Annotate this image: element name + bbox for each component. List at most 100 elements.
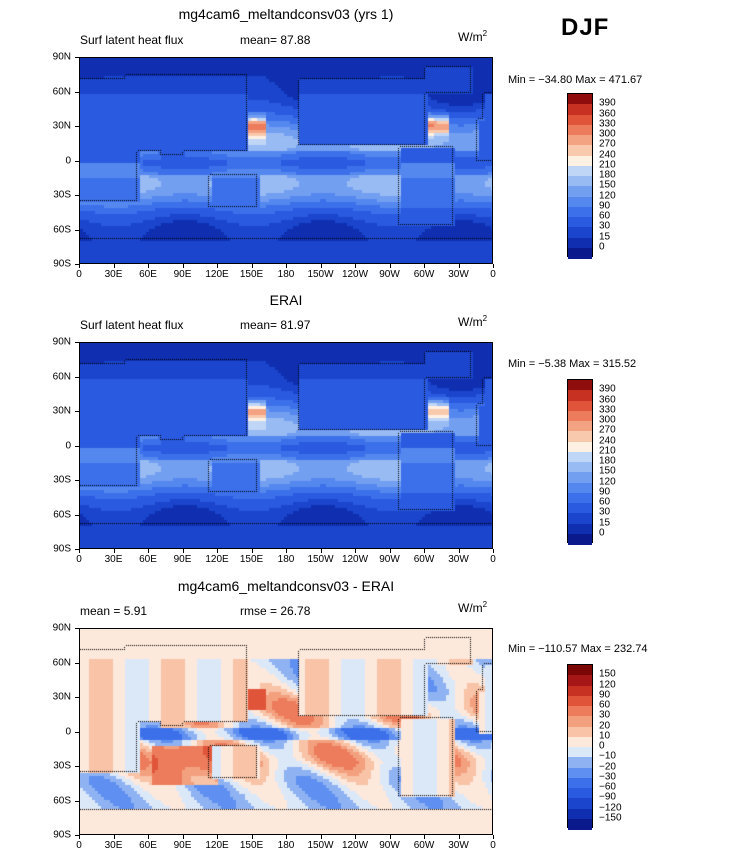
x-tick-label: 30E (104, 840, 123, 851)
colorbar-bin (568, 247, 592, 259)
colorbar-bin (568, 400, 592, 412)
colorbar-bin (568, 114, 592, 126)
colorbar-label: 240 (599, 149, 616, 160)
colorbar-label: 0 (599, 527, 605, 539)
colorbar-label: 360 (599, 394, 616, 405)
x-tick-label: 0 (490, 269, 496, 280)
y-tick-mark (75, 731, 79, 733)
x-tick-mark (458, 549, 460, 553)
colorbar-bin (568, 206, 592, 218)
colorbar-bin (568, 186, 592, 197)
x-tick-label: 0 (76, 554, 82, 565)
colorbar-bin (568, 196, 592, 208)
y-tick-mark (75, 342, 79, 343)
x-tick-mark (355, 264, 356, 268)
x-tick-mark (493, 835, 494, 839)
map-plot (79, 628, 493, 835)
x-tick-label: 60W (413, 554, 435, 565)
y-tick-label: 30N (52, 120, 71, 132)
colorbar-label: 330 (599, 118, 616, 130)
x-tick-label: 60W (413, 840, 435, 851)
colorbar-label: 150 (599, 668, 616, 680)
x-tick-label: 0 (76, 840, 82, 851)
colorbar-label: −90 (599, 791, 616, 803)
x-tick-label: 90E (173, 840, 192, 851)
colorbar-label: 90 (599, 689, 611, 701)
colorbar-label: −30 (599, 771, 616, 783)
x-tick-mark (182, 835, 184, 839)
colorbar-label: 0 (599, 740, 605, 752)
y-tick-mark (75, 628, 79, 629)
colorbar-label: 20 (599, 720, 611, 731)
y-tick-mark (75, 662, 79, 664)
x-tick-mark (389, 549, 391, 553)
colorbar-bin (568, 421, 592, 432)
y-tick-mark (75, 229, 79, 231)
colorbar-label: 270 (599, 424, 616, 436)
colorbar-label: 300 (599, 128, 616, 140)
panel-title: mg4cam6_meltandconsv03 (yrs 1) (178, 6, 394, 22)
colorbar-label: −20 (599, 761, 616, 772)
x-tick-label: 120E (205, 269, 229, 280)
x-tick-mark (320, 835, 322, 839)
colorbar-label: 240 (599, 435, 616, 446)
y-tick-label: 90N (52, 51, 71, 63)
colorbar-label: 210 (599, 445, 616, 457)
colorbar-label: 390 (599, 97, 616, 109)
y-tick-label: 60N (52, 371, 71, 382)
colorbar-label: 10 (599, 730, 611, 742)
x-tick-label: 90W (379, 554, 400, 565)
colorbar-bin (568, 503, 592, 514)
x-tick-mark (79, 549, 80, 553)
colorbar-bin (568, 155, 592, 167)
map-plot (79, 342, 493, 549)
y-tick-mark (75, 126, 79, 127)
colorbar-bin (568, 165, 592, 177)
x-tick-mark (458, 264, 460, 268)
center-label: rmse = 26.78 (240, 604, 311, 618)
y-tick-label: 90S (53, 543, 71, 555)
colorbar-label: 390 (599, 383, 616, 395)
y-tick-label: 60N (52, 657, 71, 668)
x-tick-label: 90E (173, 554, 192, 565)
x-tick-mark (320, 549, 322, 553)
colorbar-label: 15 (599, 231, 611, 242)
colorbar-bin (568, 124, 592, 136)
x-tick-mark (458, 835, 460, 839)
x-tick-mark (493, 549, 494, 553)
minmax-label: Min = −110.57 Max = 232.74 (508, 643, 648, 655)
colorbar-bin (568, 716, 592, 727)
x-tick-label: 150W (307, 840, 334, 851)
x-tick-label: 30W (448, 554, 469, 565)
y-tick-label: 0 (65, 440, 71, 451)
y-tick-mark (75, 480, 79, 481)
x-tick-label: 120E (205, 554, 229, 565)
colorbar-bin (568, 798, 592, 809)
y-tick-mark (75, 800, 79, 802)
y-tick-mark (75, 376, 79, 378)
y-tick-mark (75, 160, 79, 162)
y-tick-mark (75, 766, 79, 767)
heatmap-canvas (80, 58, 492, 263)
colorbar-bin (568, 431, 592, 442)
units-label: W/m2 (458, 314, 487, 329)
y-tick-label: 60S (53, 509, 71, 520)
x-tick-label: 150W (307, 554, 334, 565)
colorbar-label: 120 (599, 679, 616, 690)
panel-title: mg4cam6_meltandconsv03 - ERAI (177, 578, 395, 594)
x-tick-mark (79, 835, 80, 839)
colorbar-bin (568, 747, 592, 758)
y-tick-mark (75, 549, 79, 550)
colorbar-bin (568, 227, 592, 238)
y-tick-mark (75, 195, 79, 196)
x-tick-label: 180 (277, 269, 295, 280)
colorbar-bin (568, 533, 592, 545)
x-tick-mark (320, 264, 322, 268)
x-tick-label: 150W (307, 269, 334, 280)
colorbar-bin (568, 410, 592, 422)
left-label: Surf latent heat flux (80, 33, 184, 47)
colorbar-label: 330 (599, 404, 616, 416)
x-tick-mark (286, 835, 287, 839)
colorbar-bin (568, 513, 592, 524)
y-tick-mark (75, 264, 79, 265)
